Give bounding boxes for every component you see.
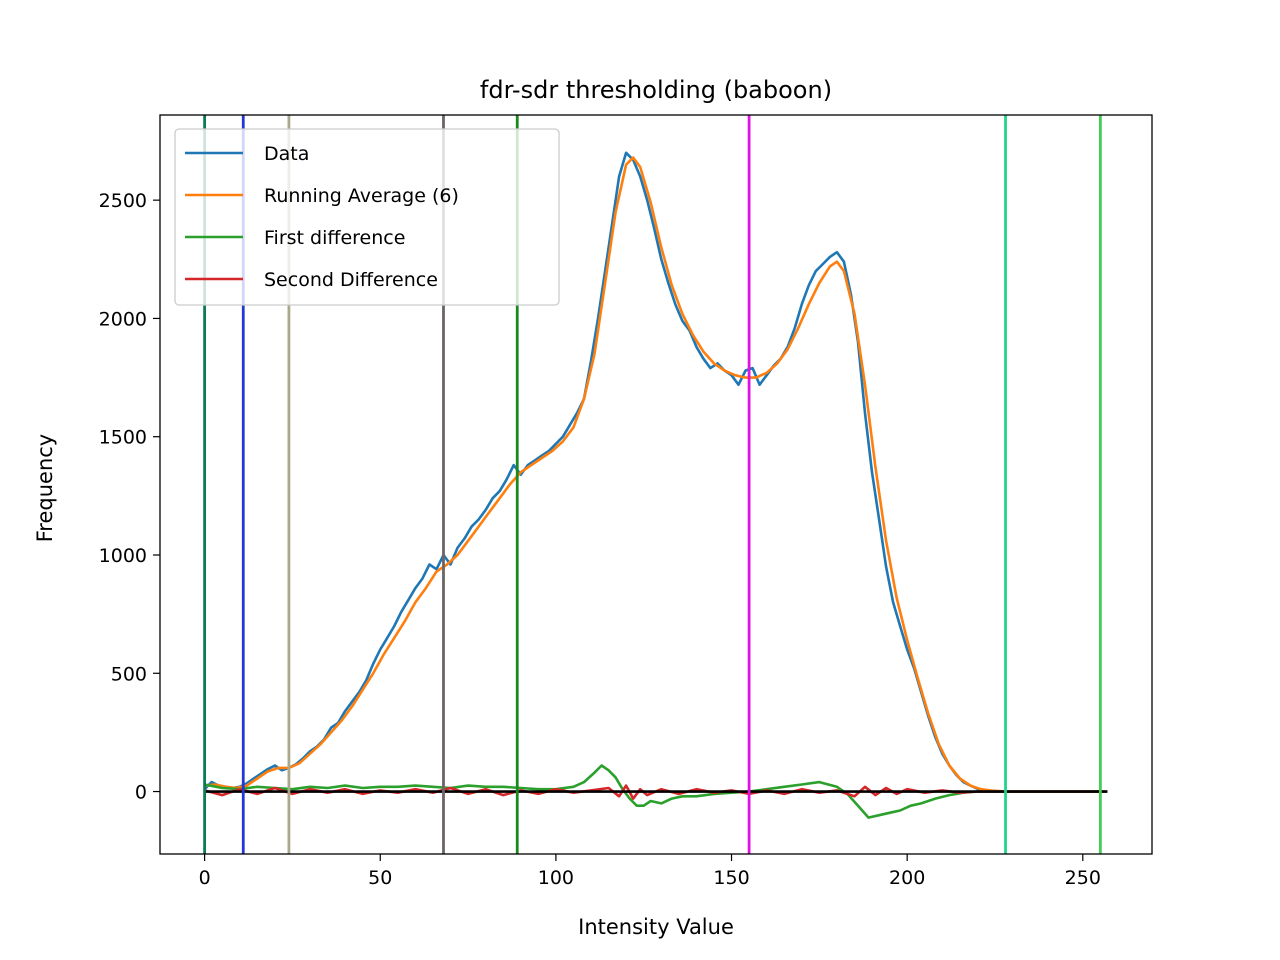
x-tick-label-1: 50 xyxy=(368,867,392,889)
legend-label-0: Data xyxy=(264,143,309,165)
series-line-1 xyxy=(204,156,1101,793)
legend-box xyxy=(174,128,560,306)
y-tick-label-2: 1000 xyxy=(99,545,147,567)
y-tick-label-4: 2000 xyxy=(99,308,147,330)
x-tick-label-5: 250 xyxy=(1065,867,1101,889)
y-tick-label-1: 500 xyxy=(111,663,147,685)
legend-label-2: First difference xyxy=(264,227,405,249)
legend-label-1: Running Average (6) xyxy=(264,185,459,207)
chart-title: fdr-sdr thresholding (baboon) xyxy=(480,76,832,104)
y-axis-label: Frequency xyxy=(33,434,57,543)
x-axis-label: Intensity Value xyxy=(578,915,734,939)
y-axis: 0 500 1000 1500 2000 2500 xyxy=(99,190,160,804)
x-tick-label-2: 100 xyxy=(538,867,574,889)
y-tick-label-3: 1500 xyxy=(99,427,147,449)
legend: Data Running Average (6) First difference S… xyxy=(174,128,560,306)
y-tick-label-5: 2500 xyxy=(99,190,147,212)
series-line-0 xyxy=(203,151,1101,793)
series-line-2 xyxy=(204,764,1101,819)
axes-frame xyxy=(159,114,1153,855)
legend-label-3: Second Difference xyxy=(264,269,438,291)
y-tick-label-0: 0 xyxy=(135,782,147,804)
x-axis: 0 50 100 150 200 250 xyxy=(199,854,1101,889)
x-tick-label-0: 0 xyxy=(199,867,211,889)
x-tick-label-3: 150 xyxy=(713,867,749,889)
x-tick-label-4: 200 xyxy=(889,867,925,889)
